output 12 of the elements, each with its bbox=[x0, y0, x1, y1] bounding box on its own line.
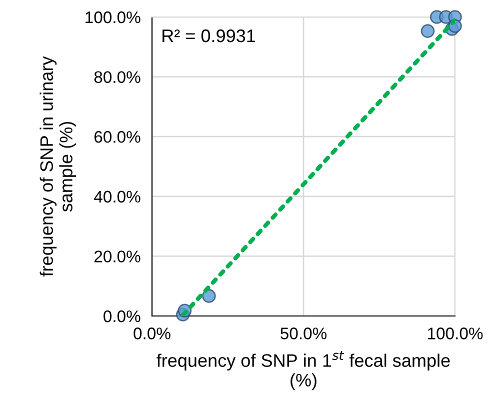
y-tick-label: 40.0% bbox=[94, 190, 140, 203]
y-tick-label: 0.0% bbox=[104, 310, 140, 322]
y-tick-label: 100.0% bbox=[86, 11, 140, 24]
y-axis-title: frequency of SNP in urinary sample (%) bbox=[40, 56, 76, 276]
y-tick-label: 80.0% bbox=[94, 71, 140, 84]
x-tick-label: 0.0% bbox=[134, 328, 170, 340]
text: frequency of SNP in 1$^{st}$ fecal sample (%) bbox=[156, 350, 450, 390]
annotation: R² = 0.9931 bbox=[162, 29, 256, 42]
y-tick-label: 20.0% bbox=[94, 250, 140, 262]
x-tick-label: 50.0% bbox=[280, 328, 327, 340]
y-tick-label: 60.0% bbox=[94, 131, 140, 143]
x-tick-label: 100.0% bbox=[428, 328, 483, 340]
